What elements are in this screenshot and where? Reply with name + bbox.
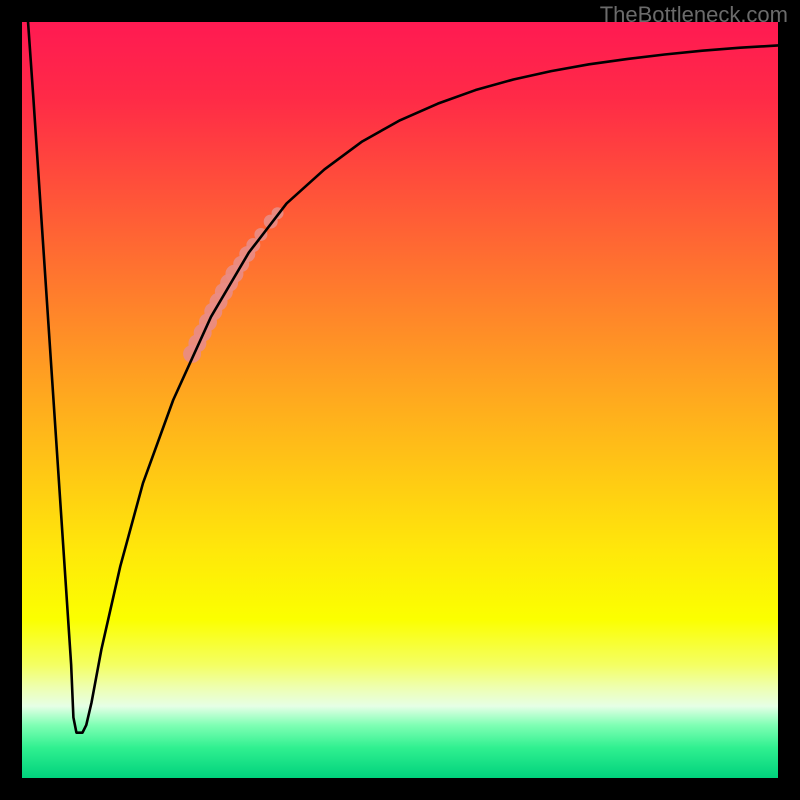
curve-layer xyxy=(22,22,778,778)
plot-area xyxy=(22,22,778,778)
bottleneck-curve xyxy=(28,22,778,733)
chart-container: TheBottleneck.com xyxy=(0,0,800,800)
scatter-markers xyxy=(183,207,283,363)
